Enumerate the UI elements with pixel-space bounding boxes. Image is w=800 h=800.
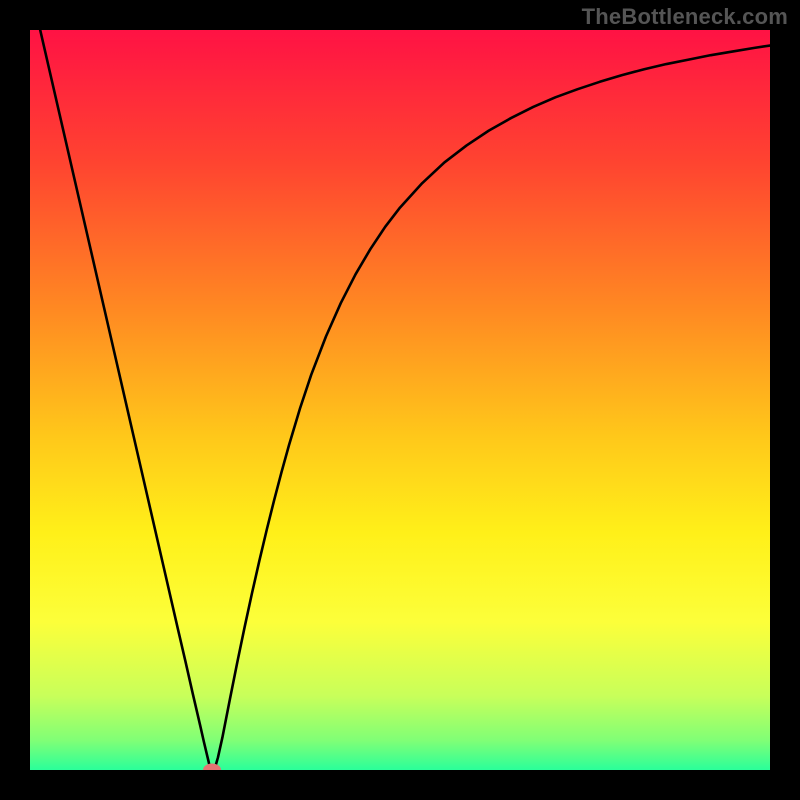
heatmap-line-chart xyxy=(30,30,770,770)
chart-frame: TheBottleneck.com xyxy=(0,0,800,800)
gradient-background xyxy=(30,30,770,770)
plot-area xyxy=(30,30,770,770)
watermark-text: TheBottleneck.com xyxy=(582,4,788,30)
